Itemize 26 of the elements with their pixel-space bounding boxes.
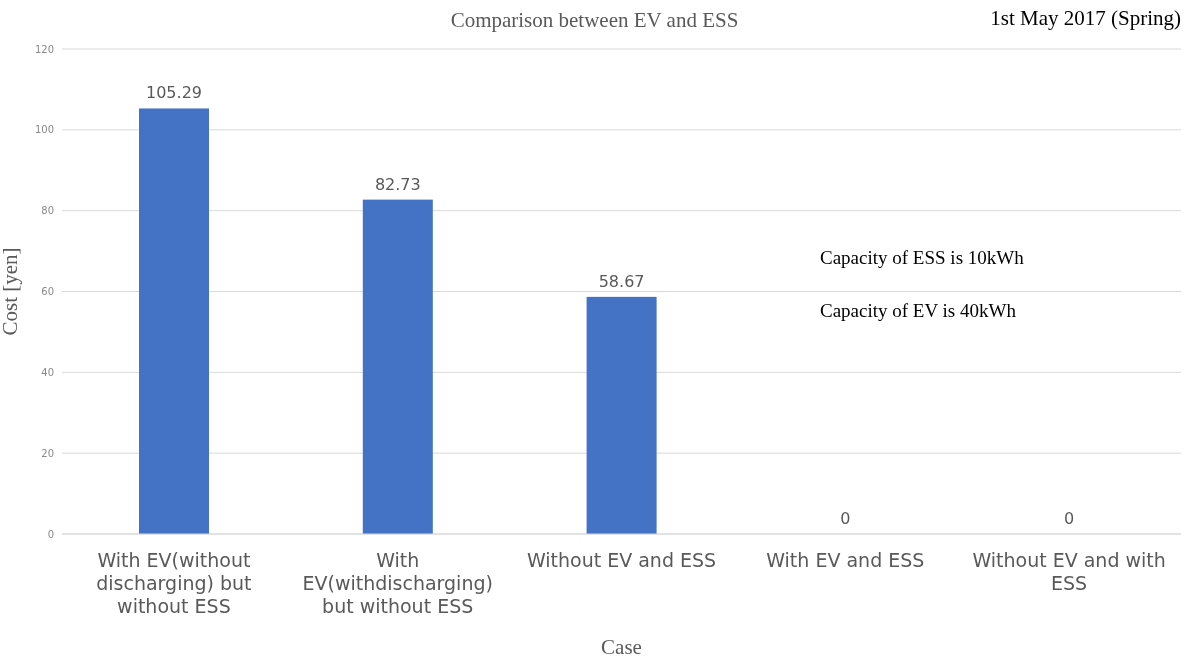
x-axis-title: Case [601, 635, 642, 659]
y-tick-label: 0 [47, 528, 54, 540]
bar [362, 199, 433, 534]
y-tick-label: 100 [34, 124, 54, 136]
y-tick-label: 20 [41, 447, 54, 459]
x-tick-label: With EV(without discharging) but without ESS [96, 549, 252, 617]
x-tick-label: With EV(withdischarging) but without ESS [302, 549, 493, 617]
y-tick-label: 40 [41, 366, 54, 378]
text: 1st May 2017 (Spring) [990, 6, 1181, 31]
annotation: Capacity of ESS is 10kWh [820, 247, 1024, 269]
data-label: 105.29 [146, 83, 202, 103]
bar [139, 108, 209, 534]
y-tick-label: 80 [41, 205, 54, 217]
x-tick-label: With EV and ESS [766, 549, 925, 571]
data-label: 82.73 [374, 174, 421, 194]
data-label: 0 [1064, 509, 1075, 528]
chart-title: Comparison between EV and ESS [450, 8, 739, 32]
data-label: 0 [840, 509, 851, 528]
y-axis-title: Cost [yen] [0, 247, 23, 336]
y-tick-label: 60 [41, 286, 54, 298]
x-tick-label: Without EV and with ESS [972, 549, 1166, 594]
bar [586, 296, 657, 534]
y-tick-label: 120 [34, 43, 54, 55]
x-tick-label: Without EV and ESS [526, 549, 717, 571]
data-label: 58.67 [598, 271, 645, 291]
annotation: Capacity of EV is 40kWh [820, 300, 1016, 322]
